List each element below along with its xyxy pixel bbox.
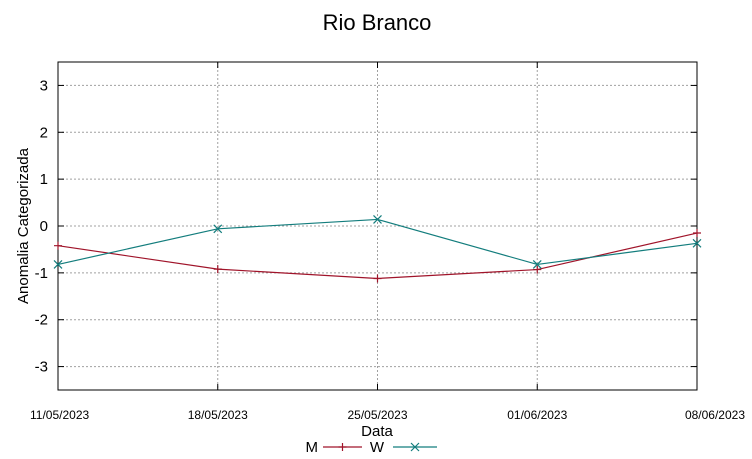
y-tick-label: 2 (40, 124, 48, 141)
data-point-marker (532, 259, 542, 269)
x-tick-label: 18/05/2023 (188, 408, 248, 422)
chart-title: Rio Branco (323, 10, 432, 35)
y-tick-label: -2 (35, 312, 48, 329)
data-point-marker (533, 265, 542, 274)
y-tick-label: 1 (40, 171, 48, 188)
data-point-marker (213, 224, 223, 234)
x-tick-label: 01/06/2023 (507, 408, 567, 422)
legend-label: W (370, 439, 385, 456)
x-tick-label: 11/05/2023 (30, 408, 89, 422)
data-point-marker (693, 229, 701, 238)
data-point-marker (373, 215, 382, 224)
y-tick-label: -3 (35, 359, 48, 376)
legend-label: M (306, 439, 319, 456)
data-point-marker (338, 443, 347, 451)
y-tick-label: -1 (35, 265, 48, 282)
data-point-marker (213, 265, 222, 274)
x-tick-label: 25/05/2023 (347, 408, 407, 422)
x-tick-label: 08/06/2023 (685, 408, 745, 422)
data-point-marker (410, 442, 420, 452)
data-point-marker (373, 274, 382, 283)
data-point-marker (692, 238, 702, 248)
series (53, 215, 702, 283)
data-point-marker (54, 241, 62, 250)
y-axis-label: Anomalia Categorizada (15, 147, 32, 304)
x-axis-label: Data (361, 423, 393, 440)
series-w (53, 215, 702, 269)
y-tick-label: 0 (40, 218, 48, 235)
y-tick-label: 3 (40, 77, 48, 94)
grid (58, 62, 697, 390)
axis-ticks: -3 -2 -1 0 1 2 3 11/05/2023 18/05/2023 25/05/2023… (30, 62, 745, 422)
data-point-marker (53, 259, 63, 269)
